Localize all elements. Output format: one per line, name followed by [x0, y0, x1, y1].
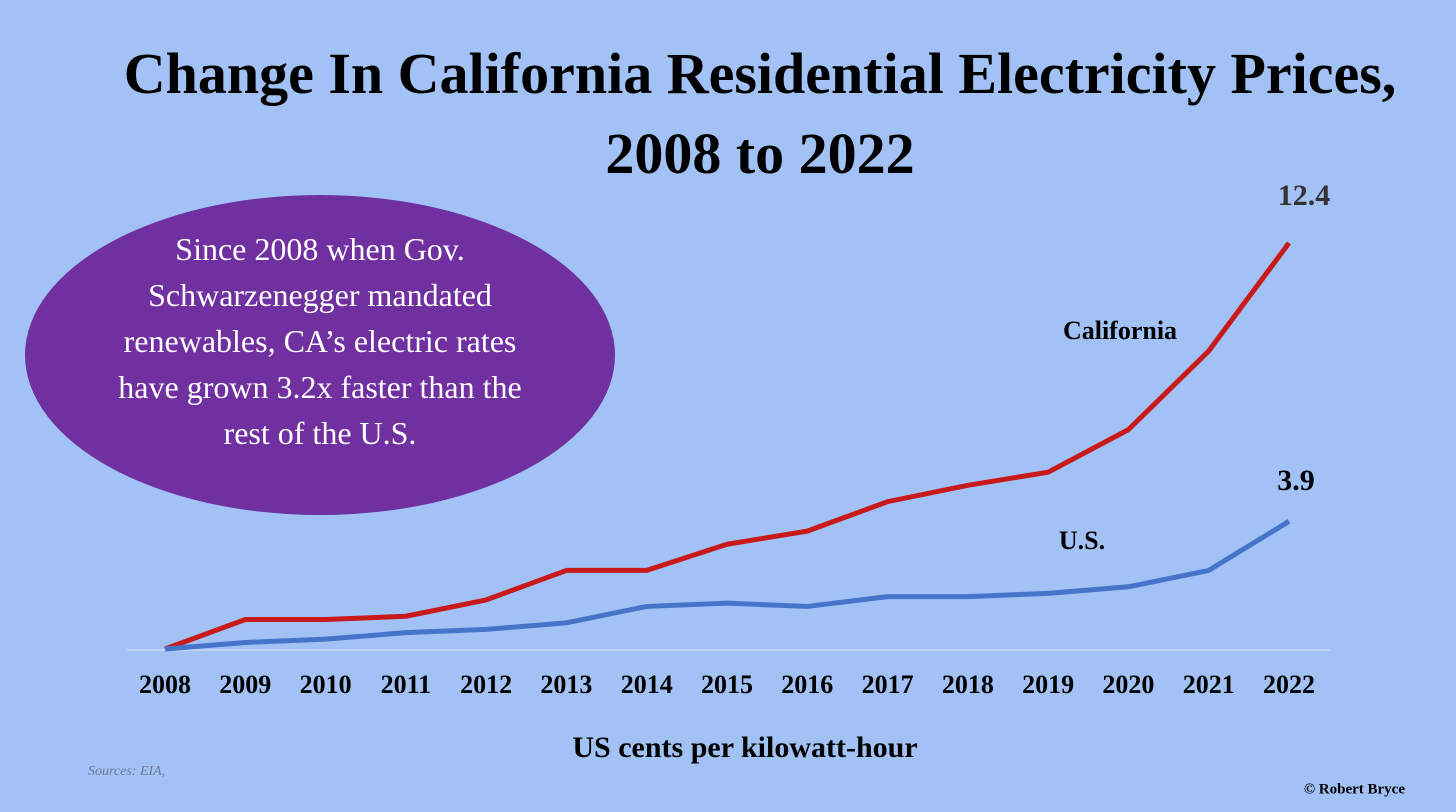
x-tick-label: 2021	[1183, 670, 1235, 699]
data-label: 3.9	[1277, 464, 1315, 497]
x-axis-label: US cents per kilowatt-hour	[572, 731, 917, 764]
annotation-bubble	[25, 195, 615, 515]
chart-title: Change In California Residential Electri…	[123, 41, 1397, 186]
x-tick-label: 2013	[540, 670, 592, 699]
series-label: California	[1063, 316, 1177, 345]
line-1	[164, 519, 1291, 652]
x-tick-label: 2017	[862, 670, 914, 699]
x-tick-label: 2012	[460, 670, 512, 699]
credit: © Robert Bryce	[1304, 781, 1406, 797]
x-tick-label: 2014	[621, 670, 673, 699]
x-tick-label: 2008	[139, 670, 191, 699]
line-0	[164, 241, 1292, 652]
x-tick-label: 2010	[300, 670, 352, 699]
series-label: U.S.	[1059, 526, 1105, 555]
x-tick-label: 2016	[781, 670, 833, 699]
x-tick-label: 2011	[381, 670, 432, 699]
x-tick-label: 2018	[942, 670, 994, 699]
x-tick-label: 2022	[1263, 670, 1315, 699]
x-tick-label: 2020	[1102, 670, 1154, 699]
source: Sources: EIA,	[88, 764, 165, 779]
x-tick-label: 2015	[701, 670, 753, 699]
data-label: 12.4	[1278, 179, 1331, 212]
annotation: Since 2008 when Gov. Schwarzenegger mand…	[118, 231, 522, 451]
x-tick-label: 2009	[219, 670, 271, 699]
x-tick-label: 2019	[1022, 670, 1074, 699]
